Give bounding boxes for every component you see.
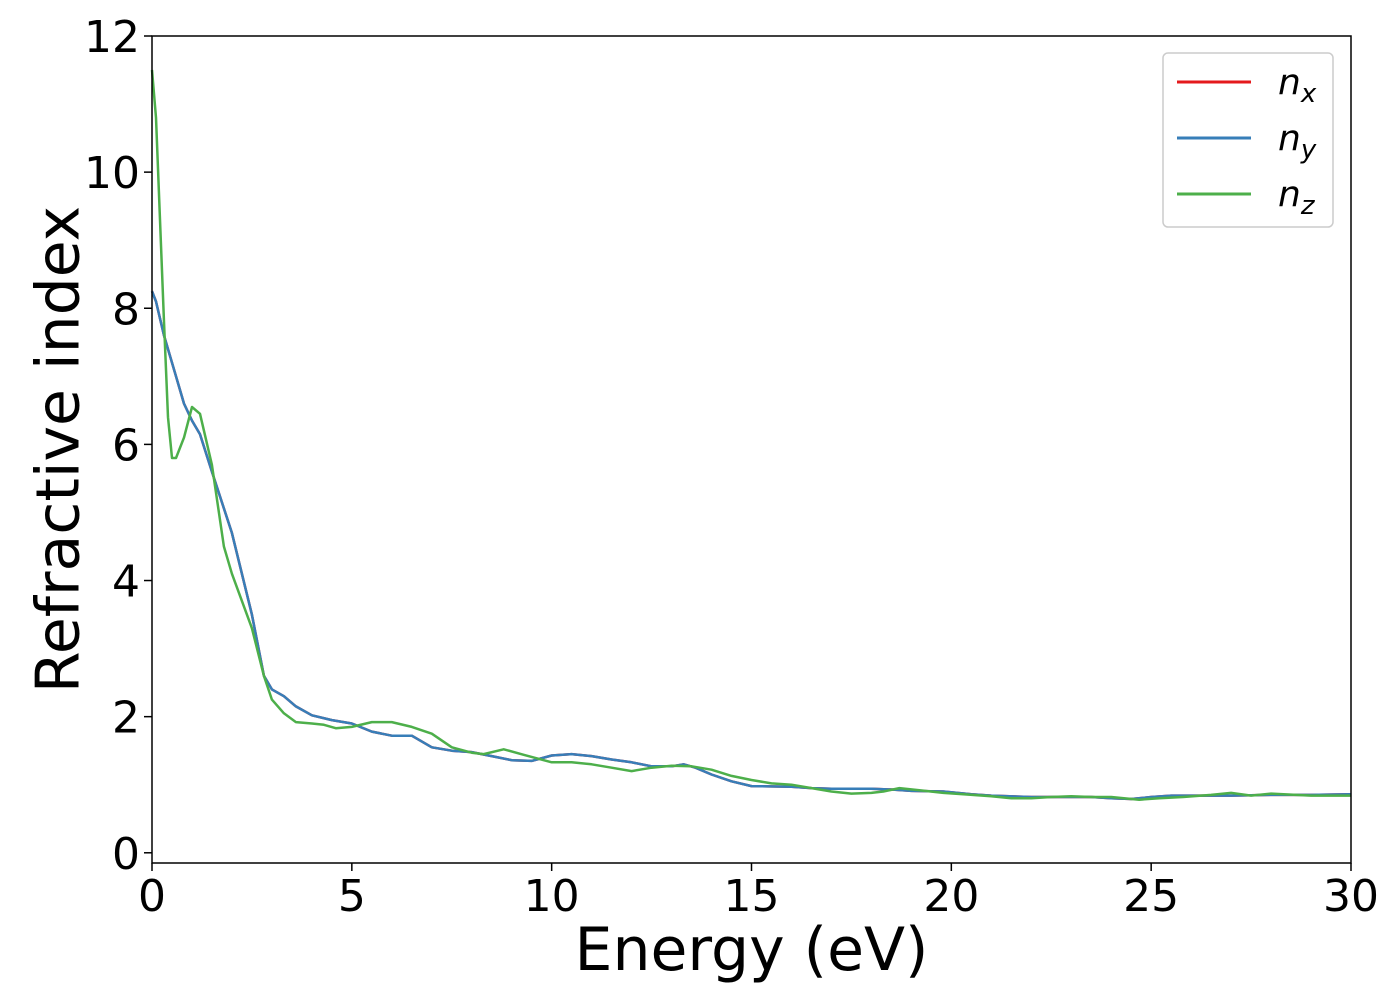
x-axis-label: Energy (eV) xyxy=(575,915,929,985)
y-axis-label: Refractive index xyxy=(24,206,94,693)
y-tick-label: 4 xyxy=(112,557,140,608)
y-tick-label: 8 xyxy=(112,284,140,335)
legend-label-nx: nx xyxy=(1278,62,1317,109)
series-line-nx xyxy=(150,290,1352,801)
legend-label-ny: ny xyxy=(1278,118,1317,165)
x-tick-label: 30 xyxy=(1323,871,1379,922)
x-tick-label: 15 xyxy=(724,871,780,922)
y-tick-label: 0 xyxy=(112,829,140,880)
series-line-ny xyxy=(150,290,1352,801)
x-tick-label: 5 xyxy=(338,871,366,922)
y-tick-label: 12 xyxy=(84,12,140,63)
y-tick-label: 2 xyxy=(112,693,140,744)
series-lines xyxy=(150,69,1352,801)
x-tick-label: 10 xyxy=(524,871,580,922)
legend: nx ny nz xyxy=(1162,52,1334,228)
x-tick-label: 0 xyxy=(138,871,166,922)
y-tick-label: 10 xyxy=(84,148,140,199)
x-tick-label: 20 xyxy=(923,871,979,922)
legend-label-nz: nz xyxy=(1278,174,1316,221)
y-axis-ticks: 0 2 4 6 8 10 12 xyxy=(84,12,152,880)
legend-box xyxy=(1162,52,1334,228)
x-axis-ticks: 0 5 10 15 20 25 30 xyxy=(138,863,1379,922)
series-line-nz xyxy=(150,69,1351,801)
y-tick-label: 6 xyxy=(112,420,140,471)
x-tick-label: 25 xyxy=(1123,871,1179,922)
